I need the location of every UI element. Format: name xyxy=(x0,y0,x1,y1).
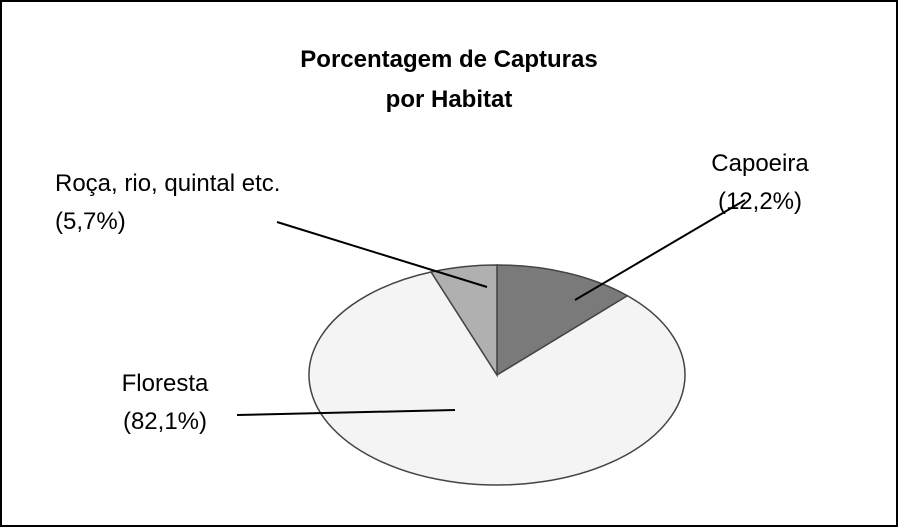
leader-line xyxy=(276,221,488,288)
slice-label: Capoeira (12,2%) xyxy=(690,145,830,221)
slice-label: Floresta (82,1%) xyxy=(100,365,230,441)
category-label: Capoeira xyxy=(711,150,809,177)
title-box: Porcentagem de Capturas por Habitat xyxy=(0,40,898,120)
pie-slice xyxy=(308,271,686,486)
slice-label: Roça, rio, quintal etc. (5,7%) xyxy=(55,165,295,241)
leader-line xyxy=(236,409,456,416)
category-label: Floresta xyxy=(121,370,209,397)
value-label: (5,7%) xyxy=(55,208,126,235)
pie-slice xyxy=(429,264,498,378)
pie-slice xyxy=(496,264,629,377)
value-label: (82,1%) xyxy=(122,408,208,435)
value-label: (12,2%) xyxy=(717,188,803,215)
category-label: Roça, rio, quintal etc. xyxy=(55,170,281,197)
pie xyxy=(308,264,686,486)
leader-line xyxy=(574,199,746,301)
chart-title: Porcentagem de Capturas por Habitat xyxy=(300,46,598,113)
